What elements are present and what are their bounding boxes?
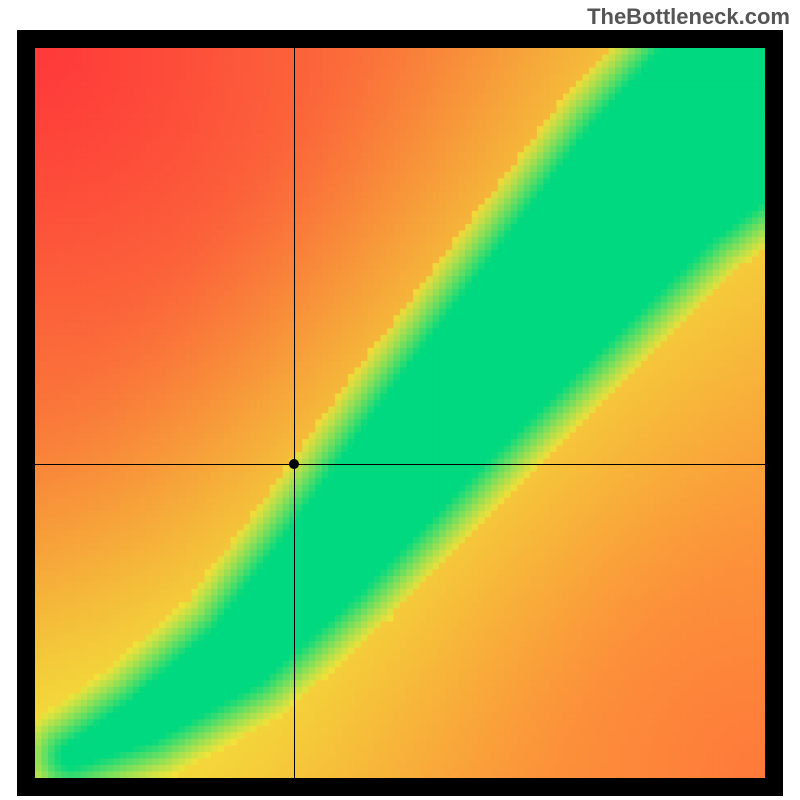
heatmap-canvas [35,48,765,778]
watermark-text: TheBottleneck.com [587,4,790,30]
chart-frame [17,30,783,796]
crosshair-horizontal-line [35,464,765,465]
crosshair-vertical-line [294,48,295,778]
crosshair-marker-dot [289,459,299,469]
